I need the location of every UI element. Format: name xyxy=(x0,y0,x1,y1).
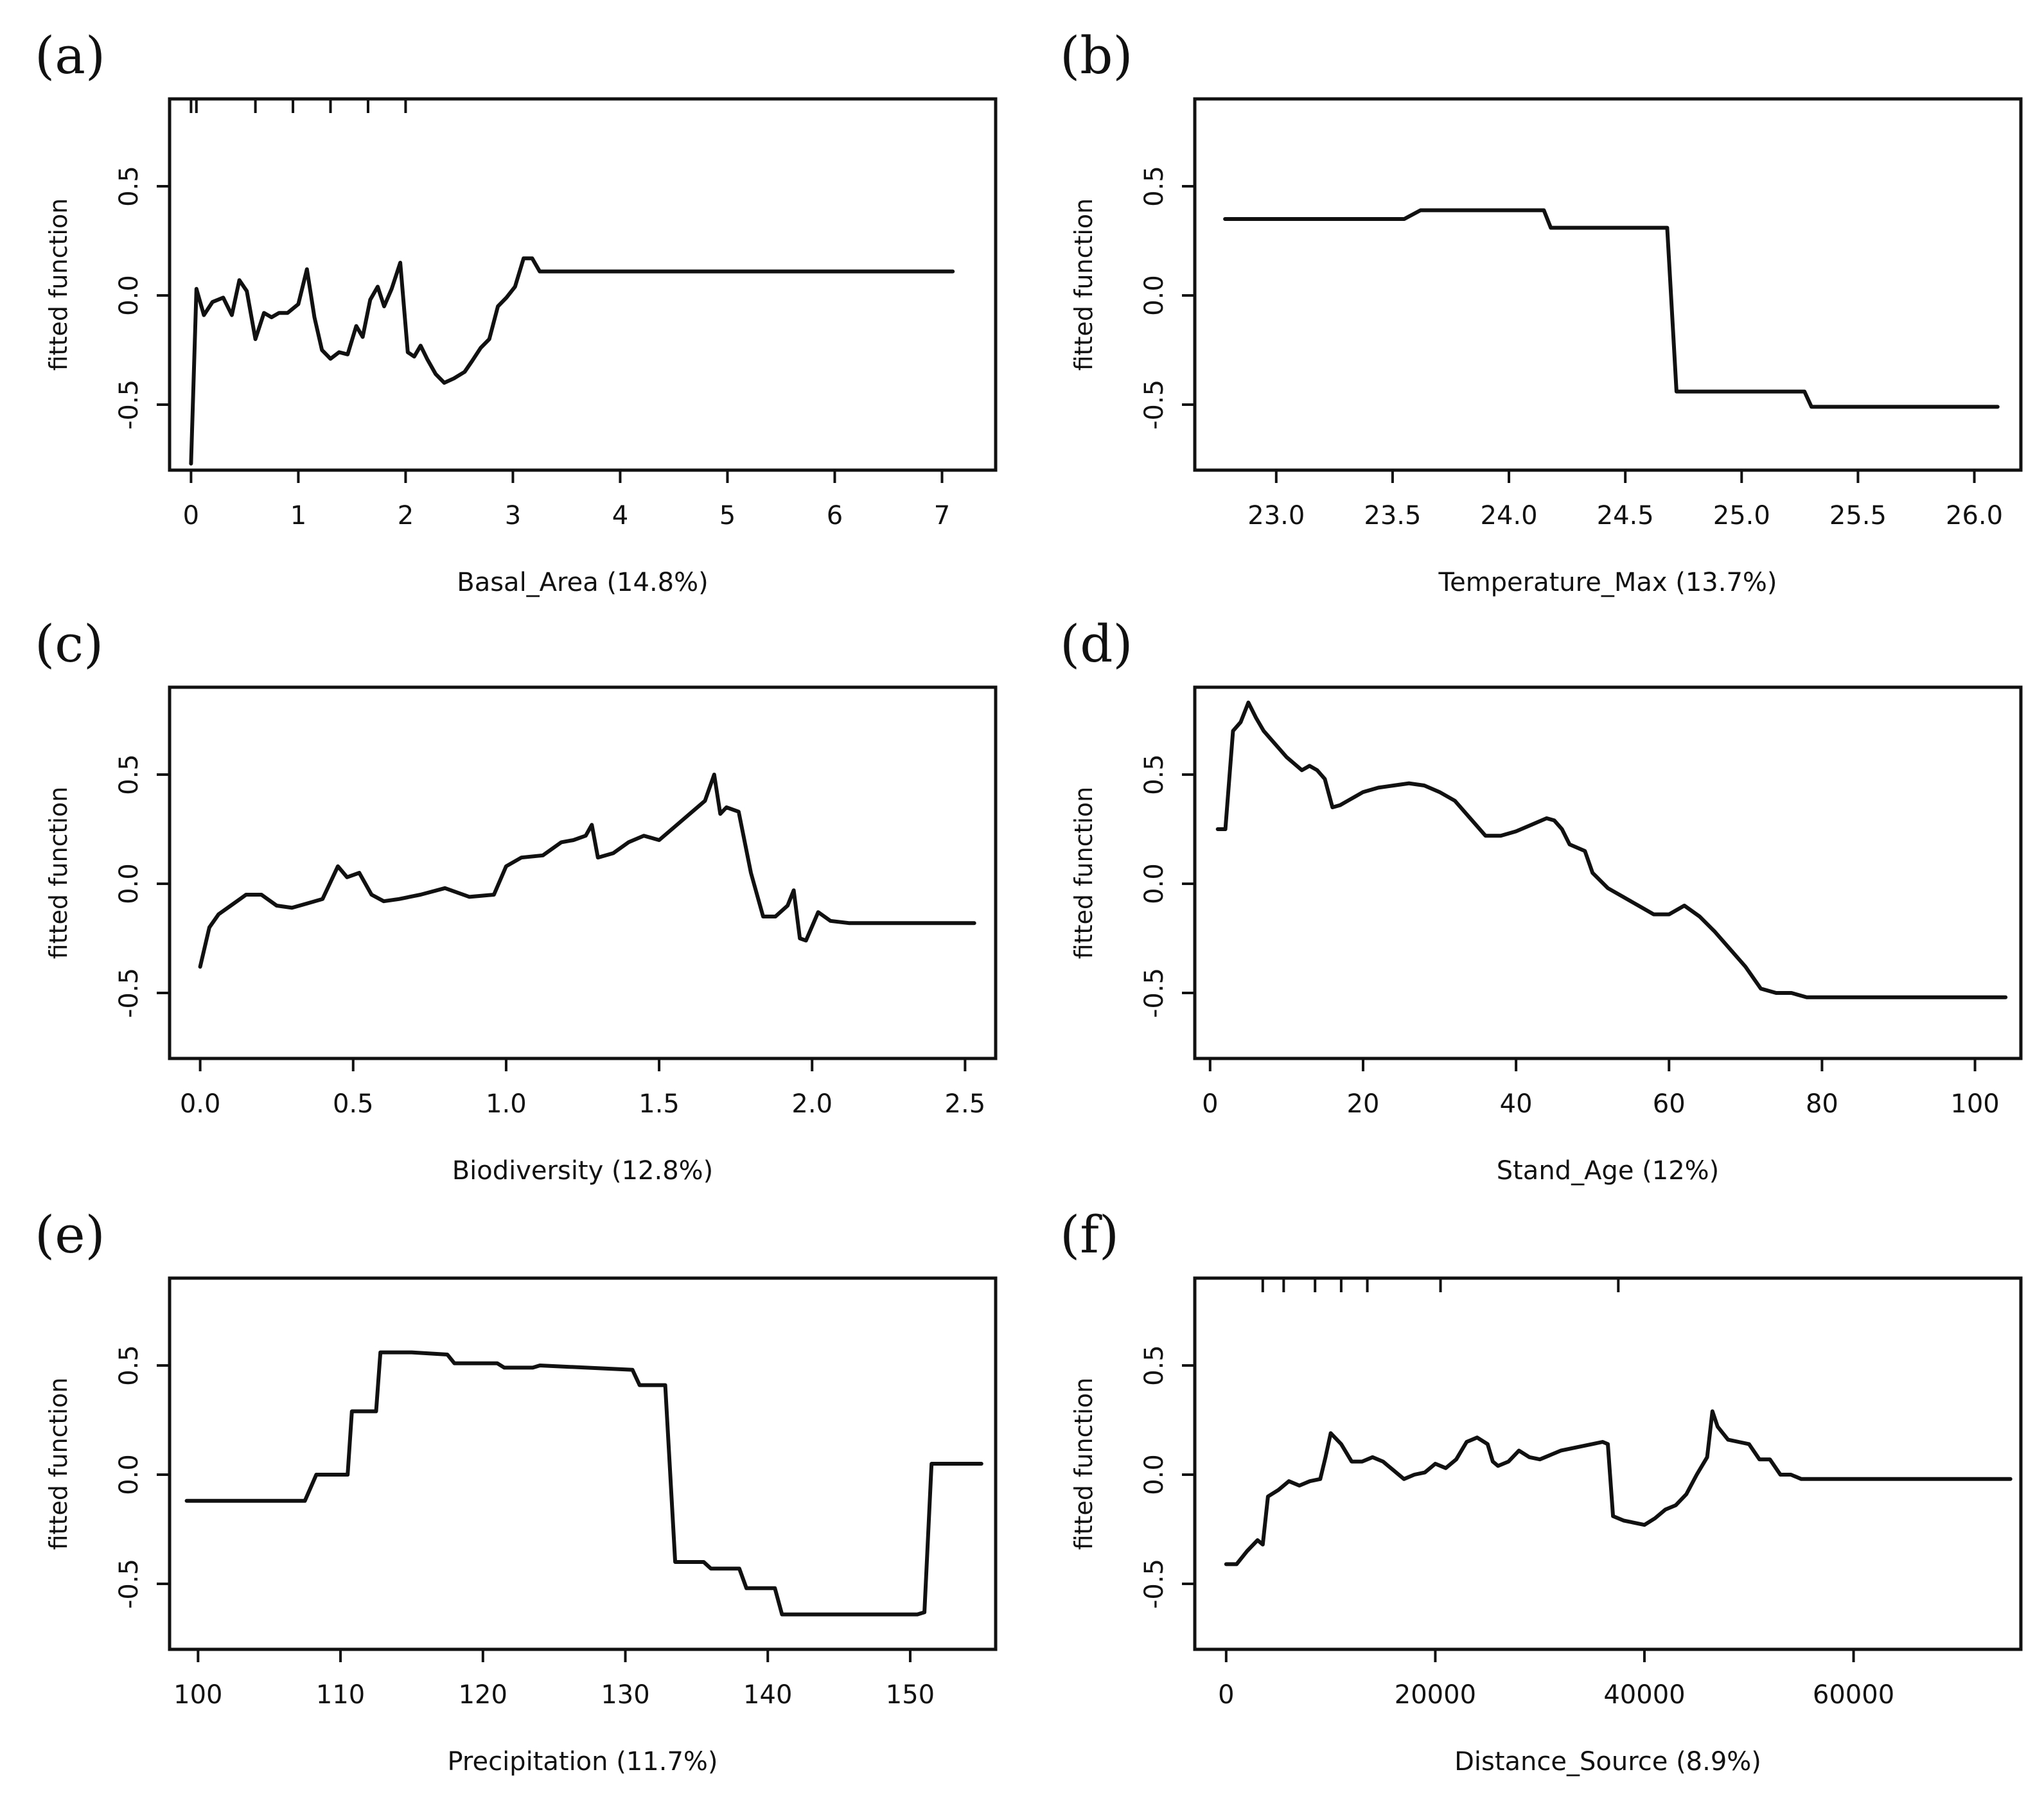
y-tick-label: 0.0 xyxy=(114,275,144,316)
y-tick-label: -0.5 xyxy=(114,1559,144,1609)
x-tick-label: 20000 xyxy=(1395,1680,1476,1710)
y-axis-label: fitted function xyxy=(1070,1378,1098,1550)
y-tick-label: -0.5 xyxy=(1140,1559,1169,1609)
y-tick-label: 0.5 xyxy=(114,166,144,207)
x-tick-label: 0.5 xyxy=(333,1089,374,1119)
panel-d: (d) 0 20 40 60 80 100 -0.5 0.0 0.5 fitted function… xyxy=(1060,614,2023,1186)
x-tick-label: 1.5 xyxy=(639,1089,680,1119)
y-axis-label: fitted function xyxy=(44,1378,73,1550)
x-tick-label: 40 xyxy=(1500,1089,1533,1119)
plot-frame xyxy=(1193,97,2023,472)
x-tick-label: 3 xyxy=(505,501,521,531)
y-tick-label: 0.5 xyxy=(1140,166,1169,207)
y-axis-label: fitted function xyxy=(44,198,73,371)
fitted-function-line xyxy=(189,256,955,466)
y-axis-label: fitted function xyxy=(1070,198,1098,371)
x-axis-label: Precipitation (11.7%) xyxy=(447,1747,718,1777)
x-tick-label: 7 xyxy=(934,501,950,531)
y-axis-label: fitted function xyxy=(1070,787,1098,960)
fitted-function-line xyxy=(198,773,976,969)
panel-label-d: (d) xyxy=(1060,614,1133,674)
panel-f: (f) 0 20000 40000 60000 -0.5 0.0 0.5 fitted func… xyxy=(1060,1205,2023,1777)
x-tick-label: 2 xyxy=(398,501,414,531)
x-tick-label: 110 xyxy=(316,1680,365,1710)
panel-label-a: (a) xyxy=(35,26,105,85)
fitted-function-line xyxy=(184,1350,983,1617)
x-tick-label: 23.0 xyxy=(1247,501,1305,531)
y-tick-label: 0.0 xyxy=(1140,275,1169,316)
x-tick-label: 2.0 xyxy=(791,1089,833,1119)
x-tick-label: 120 xyxy=(459,1680,507,1710)
plot-frame xyxy=(168,1276,998,1651)
x-tick-label: 1 xyxy=(290,501,306,531)
fitted-function-line xyxy=(1224,1409,2013,1566)
y-tick-label: 0.5 xyxy=(114,1345,144,1386)
x-tick-label: 0 xyxy=(183,501,199,531)
y-tick-label: 0.0 xyxy=(114,1454,144,1495)
panel-e: (e) 100 110 120 130 140 150 -0.5 0.0 0.5 fitted fu… xyxy=(35,1205,998,1777)
x-axis-label: Distance_Source (8.9%) xyxy=(1454,1747,1761,1777)
plot-frame xyxy=(168,97,998,472)
panel-label-b: (b) xyxy=(1060,26,1133,85)
x-tick-label: 0 xyxy=(1218,1680,1234,1710)
x-tick-label: 100 xyxy=(173,1680,222,1710)
x-tick-label: 5 xyxy=(719,501,736,531)
x-tick-label: 23.5 xyxy=(1364,501,1421,531)
plot-frame xyxy=(1193,685,2023,1060)
x-tick-label: 140 xyxy=(743,1680,792,1710)
y-tick-label: -0.5 xyxy=(1140,380,1169,430)
plot-frame xyxy=(1193,1276,2023,1651)
x-tick-label: 6 xyxy=(827,501,843,531)
x-tick-label: 20 xyxy=(1347,1089,1380,1119)
panel-label-c: (c) xyxy=(35,614,103,674)
x-tick-label: 4 xyxy=(612,501,628,531)
x-tick-label: 150 xyxy=(886,1680,935,1710)
plot-frame xyxy=(168,685,998,1060)
x-tick-label: 80 xyxy=(1806,1089,1838,1119)
x-tick-label: 60 xyxy=(1653,1089,1686,1119)
y-tick-label: -0.5 xyxy=(1140,968,1169,1018)
x-axis-label: Basal_Area (14.8%) xyxy=(457,568,708,597)
panel-a: (a) 0 1 2 3 4 5 6 7 -0.5 0.0 0.5 fitted function Basa… xyxy=(35,26,998,597)
y-axis-label: fitted function xyxy=(44,787,73,960)
x-tick-label: 1.0 xyxy=(486,1089,527,1119)
panel-b: (b) 23.0 23.5 24.0 24.5 25.0 25.5 26.0 -0.5 0.0 0.… xyxy=(1060,26,2023,597)
y-tick-label: -0.5 xyxy=(114,968,144,1018)
x-tick-label: 25.5 xyxy=(1829,501,1887,531)
fitted-function-line xyxy=(1215,700,2008,999)
y-tick-label: 0.0 xyxy=(1140,1454,1169,1495)
x-tick-label: 0 xyxy=(1202,1089,1218,1119)
y-tick-label: 0.0 xyxy=(114,863,144,904)
x-axis-label: Biodiversity (12.8%) xyxy=(452,1156,714,1186)
x-tick-label: 100 xyxy=(1950,1089,1999,1119)
x-axis-label: Stand_Age (12%) xyxy=(1497,1156,1720,1186)
x-tick-label: 24.5 xyxy=(1597,501,1654,531)
x-axis-label: Temperature_Max (13.7%) xyxy=(1438,568,1777,597)
x-tick-label: 60000 xyxy=(1813,1680,1894,1710)
x-tick-label: 25.0 xyxy=(1713,501,1770,531)
x-tick-label: 0.0 xyxy=(180,1089,221,1119)
y-tick-label: -0.5 xyxy=(114,380,144,430)
x-tick-label: 26.0 xyxy=(1946,501,2003,531)
panel-label-e: (e) xyxy=(35,1205,105,1265)
x-tick-label: 130 xyxy=(601,1680,649,1710)
y-tick-label: 0.5 xyxy=(1140,1345,1169,1386)
x-tick-label: 2.5 xyxy=(945,1089,986,1119)
y-tick-label: 0.5 xyxy=(1140,754,1169,795)
y-tick-label: 0.0 xyxy=(1140,863,1169,904)
panel-label-f: (f) xyxy=(1060,1205,1119,1265)
fitted-function-line xyxy=(1223,208,2000,409)
x-tick-label: 24.0 xyxy=(1481,501,1538,531)
panel-c: (c) 0.0 0.5 1.0 1.5 2.0 2.5 -0.5 0.0 0.5 fitted fu… xyxy=(35,614,998,1186)
x-tick-label: 40000 xyxy=(1603,1680,1685,1710)
y-tick-label: 0.5 xyxy=(114,754,144,795)
